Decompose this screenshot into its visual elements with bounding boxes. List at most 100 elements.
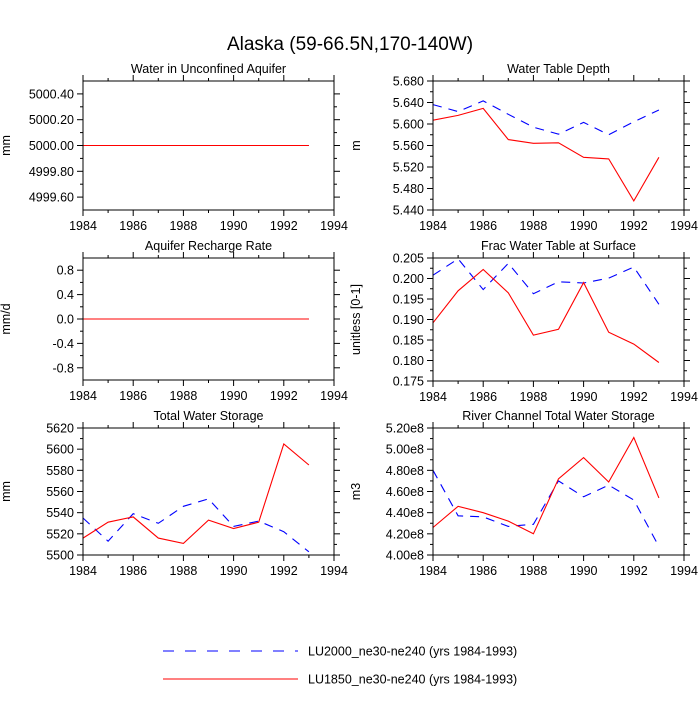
y-tick-label: 5.480 [393, 182, 424, 196]
y-axis-label: unitless [0-1] [349, 284, 363, 355]
x-tick-label: 1994 [670, 219, 698, 233]
panel-title: Water in Unconfined Aquifer [131, 62, 286, 76]
y-tick-label: 0.190 [393, 313, 424, 327]
y-tick-label: 0.0 [57, 313, 74, 327]
plot-frame [82, 257, 335, 381]
y-axis-label: m [349, 140, 363, 150]
y-tick-label: 5.00e8 [386, 443, 424, 457]
y-tick-label: 5.560 [393, 139, 424, 153]
x-tick-label: 1992 [620, 390, 648, 404]
x-tick-label: 1988 [169, 564, 197, 578]
y-axis-label: m3 [349, 483, 363, 500]
plot-frame [82, 427, 335, 556]
panels: Water in Unconfined Aquifer mm 1984 1986 198… [0, 62, 698, 578]
series-line-lu2000 [432, 470, 660, 547]
x-tick-label: 1994 [670, 564, 698, 578]
series-line-lu1850 [432, 107, 660, 202]
panel-2: Water Table Depth m 1984 1986 1988 1990 1992 19… [349, 62, 698, 233]
y-tick-label: 5000.20 [29, 113, 74, 127]
panel-title: Water Table Depth [507, 62, 610, 76]
x-tick-label: 1990 [220, 564, 248, 578]
x-tick-label: 1988 [519, 390, 547, 404]
y-tick-label: 5540 [46, 506, 74, 520]
plot-frame [432, 80, 685, 211]
x-tick-label: 1992 [620, 564, 648, 578]
panel-title: River Channel Total Water Storage [462, 409, 655, 423]
x-tick-label: 1990 [570, 564, 598, 578]
y-tick-label: 5.440 [393, 204, 424, 218]
series-line-lu1850 [432, 436, 660, 535]
y-tick-label: 4.20e8 [386, 527, 424, 541]
plot-frame [432, 257, 685, 382]
y-axis-label: mm/d [0, 303, 13, 334]
y-tick-label: 0.195 [393, 293, 424, 307]
x-tick-label: 1986 [469, 219, 497, 233]
y-tick-label: 0.4 [57, 288, 74, 302]
y-tick-label: 5.640 [393, 96, 424, 110]
panel-title: Total Water Storage [153, 409, 263, 423]
y-axis-label: mm [0, 135, 13, 156]
y-tick-label: 5600 [46, 443, 74, 457]
y-tick-label: 0.185 [393, 334, 424, 348]
y-tick-label: 5.680 [393, 75, 424, 89]
panel-4: Frac Water Table at Surface unitless [0-1… [349, 239, 698, 404]
panel-6: River Channel Total Water Storage m3 1984 1… [349, 409, 698, 578]
legend-label: LU1850_ne30-ne240 (yrs 1984-1993) [308, 673, 517, 687]
y-tick-label: 5000.40 [29, 87, 74, 101]
x-tick-label: 1984 [419, 564, 447, 578]
y-tick-label: 5.600 [393, 118, 424, 132]
y-tick-label: 5520 [46, 527, 74, 541]
x-tick-label: 1992 [270, 564, 298, 578]
x-tick-label: 1992 [270, 219, 298, 233]
x-tick-label: 1986 [469, 564, 497, 578]
y-tick-label: 0.180 [393, 354, 424, 368]
y-tick-label: 4.40e8 [386, 506, 424, 520]
series-line-lu2000 [82, 498, 310, 553]
x-tick-label: 1994 [320, 564, 348, 578]
y-tick-label: 5500 [46, 549, 74, 563]
x-tick-label: 1994 [670, 390, 698, 404]
x-tick-label: 1990 [220, 219, 248, 233]
y-tick-label: 0.8 [57, 264, 74, 278]
x-tick-label: 1992 [270, 389, 298, 403]
x-tick-label: 1984 [69, 389, 97, 403]
x-tick-label: 1992 [620, 219, 648, 233]
plot-frame [432, 427, 685, 556]
y-tick-label: 5620 [46, 422, 74, 436]
y-tick-label: 4999.60 [29, 191, 74, 205]
legend: LU2000_ne30-ne240 (yrs 1984-1993) LU1850_… [163, 645, 517, 687]
x-tick-label: 1984 [69, 564, 97, 578]
y-axis-label: mm [0, 481, 13, 502]
y-tick-label: 4.80e8 [386, 464, 424, 478]
x-tick-label: 1988 [169, 389, 197, 403]
panel-5: Total Water Storage mm 1984 1986 1988 1990 199… [0, 409, 348, 578]
panel-title: Aquifer Recharge Rate [145, 239, 272, 253]
panel-3: Aquifer Recharge Rate mm/d 1984 1986 1988 199… [0, 239, 348, 403]
series-line-lu2000 [432, 258, 660, 305]
series-line-lu2000 [432, 100, 660, 136]
y-tick-label: 4999.80 [29, 165, 74, 179]
y-tick-label: 5000.00 [29, 139, 74, 153]
x-tick-label: 1994 [320, 219, 348, 233]
x-tick-label: 1988 [519, 219, 547, 233]
y-tick-label: 0.175 [393, 375, 424, 389]
x-tick-label: 1988 [169, 219, 197, 233]
plot-frame [82, 80, 335, 211]
x-tick-label: 1986 [469, 390, 497, 404]
series-line-lu1850 [432, 268, 660, 363]
y-tick-label: -0.4 [52, 337, 74, 351]
y-tick-label: 5560 [46, 485, 74, 499]
x-tick-label: 1986 [119, 219, 147, 233]
y-tick-label: 4.00e8 [386, 549, 424, 563]
y-tick-label: 4.60e8 [386, 485, 424, 499]
y-tick-label: 0.205 [393, 252, 424, 266]
x-tick-label: 1994 [320, 389, 348, 403]
legend-label: LU2000_ne30-ne240 (yrs 1984-1993) [308, 645, 517, 659]
y-tick-label: 5580 [46, 464, 74, 478]
figure-title: Alaska (59-66.5N,170-140W) [227, 34, 473, 55]
x-tick-label: 1988 [519, 564, 547, 578]
panel-title: Frac Water Table at Surface [481, 239, 636, 253]
x-tick-label: 1984 [69, 219, 97, 233]
x-tick-label: 1990 [220, 389, 248, 403]
